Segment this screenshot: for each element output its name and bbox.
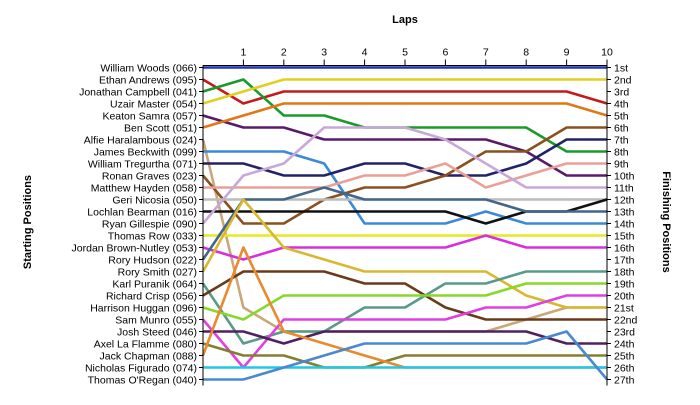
finishing-position-label: 1st xyxy=(614,62,628,74)
starting-position-label: Richard Crisp (056) xyxy=(106,290,197,302)
finishing-position-label: 14th xyxy=(614,218,635,230)
x-tick-label: 5 xyxy=(402,47,408,59)
finishing-position-label: 22nd xyxy=(614,314,638,326)
starting-position-label: Josh Steed (046) xyxy=(117,326,197,338)
chart-title: Laps xyxy=(392,14,418,26)
starting-position-label: Harrison Huggan (096) xyxy=(90,302,197,314)
starting-position-label: Uzair Master (054) xyxy=(110,98,197,110)
x-tick-label: 7 xyxy=(483,47,489,59)
series-line-18 xyxy=(201,198,607,309)
series-line-11 xyxy=(203,162,607,189)
starting-position-label: James Beckwith (099) xyxy=(94,146,197,158)
series-line-14 xyxy=(202,126,607,225)
series-line-16 xyxy=(202,234,607,261)
starting-position-label: Karl Puranik (064) xyxy=(112,278,197,290)
finishing-position-label: 10th xyxy=(614,170,635,182)
series-line-10 xyxy=(202,126,607,225)
x-tick-label: 3 xyxy=(321,47,327,59)
starting-position-label: Alfie Haralambous (024) xyxy=(84,134,197,146)
series-line-22 xyxy=(202,294,607,369)
series-line-4 xyxy=(202,78,607,105)
finishing-position-label: 2nd xyxy=(614,74,632,86)
starting-position-label: Rory Smith (027) xyxy=(118,266,197,278)
starting-position-label: William Woods (066) xyxy=(100,62,197,74)
finishing-position-label: 16th xyxy=(614,242,635,254)
finishing-position-label: 8th xyxy=(614,146,629,158)
finishing-position-label: 27th xyxy=(614,374,635,386)
finishing-position-label: 17th xyxy=(614,254,635,266)
finishing-position-label: 24th xyxy=(614,338,635,350)
finishing-position-label: 13th xyxy=(614,206,635,218)
starting-position-label: Keaton Samra (057) xyxy=(102,110,197,122)
series-line-2 xyxy=(202,78,608,105)
right-axis-title: Finishing Positions xyxy=(660,171,672,272)
series-line-27 xyxy=(203,330,608,381)
x-tick-label: 6 xyxy=(442,47,448,59)
finishing-position-label: 20th xyxy=(614,290,635,302)
finishing-position-label: 12th xyxy=(614,194,635,206)
series-line-23 xyxy=(203,330,607,345)
series-line-5 xyxy=(202,114,607,177)
series-line-20 xyxy=(202,270,607,321)
starting-position-label: Nicholas Figurado (074) xyxy=(85,362,197,374)
x-tick-label: 10 xyxy=(601,47,613,59)
starting-position-label: Thomas O'Regan (040) xyxy=(88,374,197,386)
axis-layer xyxy=(199,65,611,386)
series-line-8 xyxy=(203,150,607,225)
starting-position-label: Ben Scott (051) xyxy=(124,122,197,134)
starting-position-label: Ronan Graves (023) xyxy=(102,170,197,182)
finishing-position-label: 19th xyxy=(614,278,635,290)
finishing-position-label: 18th xyxy=(614,266,635,278)
finishing-position-label: 11th xyxy=(614,182,634,194)
finishing-position-label: 3rd xyxy=(614,86,629,98)
series-line-24 xyxy=(202,342,607,369)
finishing-position-label: 4th xyxy=(614,98,629,110)
finishing-position-label: 6th xyxy=(614,122,629,134)
finishing-position-label: 7th xyxy=(614,134,629,146)
x-tick-label: 4 xyxy=(362,47,368,59)
finishing-position-label: 25th xyxy=(614,350,635,362)
label-layer: William Woods (066)Ethan Andrews (095)Jo… xyxy=(72,62,638,386)
finishing-position-label: 26th xyxy=(614,362,635,374)
finishing-position-label: 23rd xyxy=(614,326,635,338)
starting-position-label: Ryan Gillespie (090) xyxy=(102,218,197,230)
starting-position-label: Jonathan Campbell (041) xyxy=(79,86,197,98)
finishing-position-label: 5th xyxy=(614,110,629,122)
x-tick-label: 1 xyxy=(240,47,246,59)
finishing-position-label: 15th xyxy=(614,230,635,242)
series-layer xyxy=(201,66,608,381)
starting-position-label: Thomas Row (033) xyxy=(108,230,197,242)
starting-position-label: Rory Hudson (022) xyxy=(108,254,197,266)
x-tick-label: 2 xyxy=(281,47,287,59)
x-tick-label: 8 xyxy=(523,47,529,59)
series-line-6 xyxy=(202,102,608,129)
series-line-9 xyxy=(203,138,607,177)
starting-position-label: Lochlan Bearman (016) xyxy=(87,206,197,218)
starting-position-label: Sam Munro (055) xyxy=(115,314,197,326)
x-tick-label: 9 xyxy=(564,47,570,59)
starting-position-label: Jack Chapman (088) xyxy=(100,350,197,362)
finishing-position-label: 9th xyxy=(614,158,629,170)
starting-position-label: Ethan Andrews (095) xyxy=(99,74,197,86)
starting-position-label: William Tregurtha (071) xyxy=(88,158,197,170)
series-line-17 xyxy=(201,186,607,261)
starting-position-label: Jordan Brown-Nutley (053) xyxy=(72,242,197,254)
left-axis-title: Starting Positions xyxy=(22,175,34,269)
x-tick-layer: 1 2 3 4 5 6 7 8 9 10 xyxy=(203,47,613,66)
finishing-position-label: 21st xyxy=(614,302,634,314)
starting-position-label: Matthew Hayden (058) xyxy=(91,182,197,194)
starting-position-label: Axel La Flamme (080) xyxy=(94,338,197,350)
starting-position-label: Geri Nicosia (050) xyxy=(112,194,197,206)
